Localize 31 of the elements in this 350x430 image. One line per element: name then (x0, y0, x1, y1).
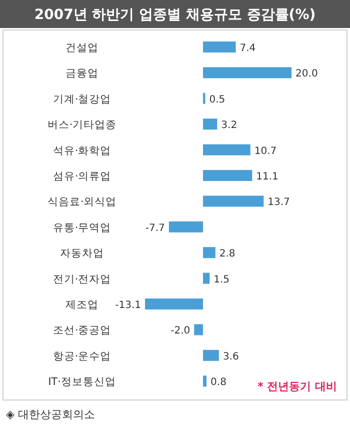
category-label: 섬유·의류업 (52, 170, 112, 182)
value-label: -2.0 (170, 326, 190, 337)
value-label: 3.6 (222, 351, 239, 362)
annotation: * 전년동기 대비 (258, 380, 337, 393)
value-label: -7.7 (145, 222, 165, 234)
title: 2007년 하반기 업종별 채용규모 증감률(%) (34, 7, 316, 23)
category-label: 건설업 (66, 42, 98, 54)
category-label: 금융업 (66, 68, 98, 80)
value-label: -13.1 (115, 300, 141, 311)
value-label: 1.5 (214, 274, 230, 286)
value-label: 13.7 (268, 197, 290, 208)
value-label: 3.2 (221, 120, 238, 132)
category-label: 석유·화학업 (52, 144, 112, 157)
value-label: 20.0 (296, 68, 318, 80)
category-label: 전기·전자업 (52, 273, 112, 286)
value-label: 2.8 (219, 248, 236, 260)
category-label: 버스·기타업종 (47, 119, 117, 132)
category-label: 자동차업 (60, 248, 104, 260)
value-label: 7.4 (240, 43, 256, 54)
value-label: 11.1 (256, 172, 278, 182)
category-label: 조선·중공업 (52, 324, 112, 337)
category-label: 기계·철강업 (52, 93, 112, 106)
value-label: 0.5 (209, 94, 226, 106)
value-label: 10.7 (254, 146, 277, 157)
annotation: ◈ 대한상공회의소 (6, 408, 95, 421)
value-label: 0.8 (210, 377, 226, 388)
category-label: 식음료·외식업 (47, 196, 117, 208)
category-label: 유통·무역업 (52, 222, 112, 234)
category-label: 항공·운수업 (52, 350, 112, 362)
category-label: 제조업 (66, 299, 98, 311)
category-label: IT·정보통신업 (48, 376, 116, 388)
